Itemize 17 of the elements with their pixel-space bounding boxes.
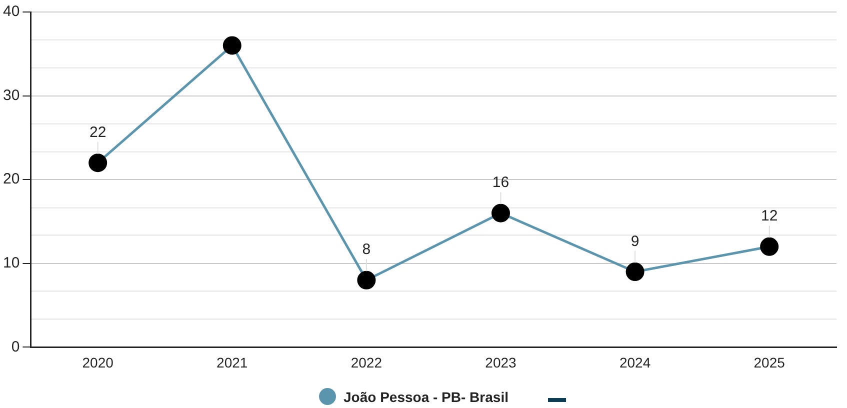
y-tick-label: 20 [2, 170, 20, 188]
x-tick-label: 2020 [82, 354, 114, 370]
x-tick-label: 2022 [350, 354, 382, 370]
x-tick-label: 2023 [485, 354, 517, 370]
data-label: 12 [761, 208, 778, 225]
x-tick-label: 2021 [216, 354, 248, 370]
x-tick-label: 2024 [619, 354, 651, 370]
x-tick-label: 2025 [754, 354, 786, 370]
y-tick-label: 40 [2, 3, 20, 20]
data-label: 9 [630, 232, 640, 250]
data-label: 16 [492, 174, 510, 192]
data-label: 22 [89, 124, 106, 141]
data-label: 8 [362, 241, 371, 258]
y-tick-label: 30 [2, 86, 20, 104]
y-tick-label: 0 [11, 338, 20, 356]
y-tick-label: 10 [2, 254, 20, 272]
legend-label: João Pessoa - PB- Brasil [344, 388, 508, 404]
